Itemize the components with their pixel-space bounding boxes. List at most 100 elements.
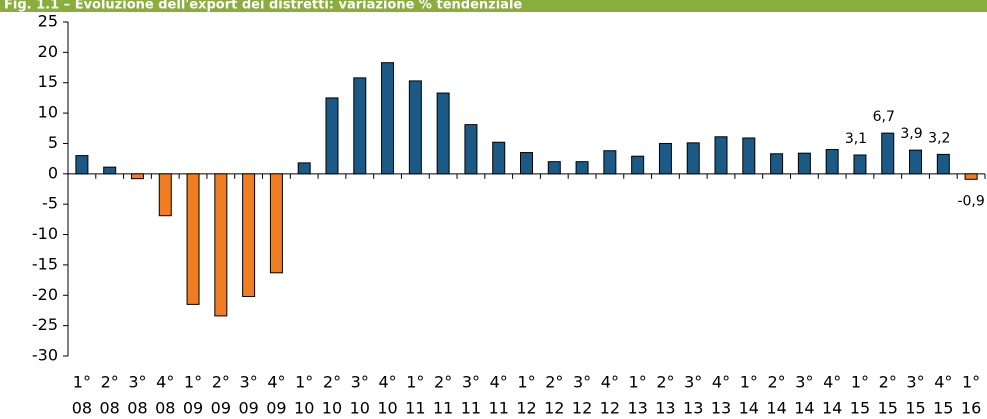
y-tick-label: 0 bbox=[48, 163, 58, 182]
y-tick-label: -30 bbox=[32, 346, 58, 365]
x-tick-label: 09 bbox=[183, 399, 203, 418]
x-tick-label: 15 bbox=[905, 399, 925, 418]
x-tick-label: 14 bbox=[822, 399, 842, 418]
bar bbox=[464, 124, 478, 175]
x-tick-label: 2° bbox=[323, 373, 341, 392]
x-tick-label: 3° bbox=[128, 373, 146, 392]
bar bbox=[797, 152, 811, 175]
x-tick-label: 2° bbox=[767, 373, 785, 392]
value-label: 3,2 bbox=[928, 130, 950, 146]
bar bbox=[242, 173, 256, 297]
bar bbox=[603, 150, 617, 175]
bar bbox=[575, 161, 589, 175]
x-tick-label: 10 bbox=[377, 399, 397, 418]
y-tick-label: -5 bbox=[42, 194, 58, 213]
x-tick-label: 08 bbox=[72, 399, 92, 418]
x-tick-label: 13 bbox=[711, 399, 731, 418]
x-tick-label: 4° bbox=[378, 373, 396, 392]
x-tick-label: 4° bbox=[267, 373, 285, 392]
x-tick-label: 13 bbox=[655, 399, 675, 418]
x-tick-label: 3° bbox=[684, 373, 702, 392]
bar bbox=[492, 141, 506, 175]
chart-title: Fig. 1.1 – Evoluzione dell'export dei di… bbox=[4, 0, 522, 13]
bar bbox=[686, 142, 700, 175]
x-tick-label: 1° bbox=[73, 373, 91, 392]
bar bbox=[631, 155, 645, 175]
bar bbox=[381, 62, 395, 175]
x-tick-label: 09 bbox=[266, 399, 286, 418]
bar bbox=[909, 149, 923, 175]
x-tick-label: 4° bbox=[156, 373, 174, 392]
bar bbox=[130, 173, 144, 180]
title-bar bbox=[0, 0, 987, 12]
x-tick-label: 1° bbox=[851, 373, 869, 392]
x-tick-label: 14 bbox=[766, 399, 786, 418]
x-tick-label: 12 bbox=[516, 399, 536, 418]
x-tick-label: 2° bbox=[434, 373, 452, 392]
x-tick-label: 3° bbox=[240, 373, 258, 392]
y-tick-label: -10 bbox=[32, 224, 58, 243]
x-tick-label: 1° bbox=[962, 373, 980, 392]
bar bbox=[936, 153, 950, 175]
x-tick-label: 4° bbox=[823, 373, 841, 392]
x-tick-label: 1° bbox=[184, 373, 202, 392]
bar bbox=[103, 166, 117, 175]
x-tick-label: 12 bbox=[544, 399, 564, 418]
x-tick-label: 1° bbox=[517, 373, 535, 392]
x-tick-label: 13 bbox=[683, 399, 703, 418]
bar bbox=[742, 137, 756, 175]
x-tick-label: 11 bbox=[405, 399, 425, 418]
y-tick-label: 10 bbox=[38, 103, 58, 122]
x-tick-label: 09 bbox=[238, 399, 258, 418]
y-tick-label: -15 bbox=[32, 254, 58, 273]
x-tick-label: 1° bbox=[740, 373, 758, 392]
y-tick-label: 25 bbox=[38, 12, 58, 31]
x-tick-label: 4° bbox=[934, 373, 952, 392]
bar bbox=[186, 173, 200, 305]
x-tick-label: 08 bbox=[127, 399, 147, 418]
bar bbox=[158, 173, 172, 217]
x-tick-label: 15 bbox=[933, 399, 953, 418]
x-tick-label: 14 bbox=[794, 399, 814, 418]
x-tick-label: 4° bbox=[490, 373, 508, 392]
x-tick-label: 15 bbox=[878, 399, 898, 418]
x-tick-label: 2° bbox=[879, 373, 897, 392]
y-tick-label: -20 bbox=[32, 285, 58, 304]
x-tick-label: 2° bbox=[101, 373, 119, 392]
bar bbox=[269, 173, 283, 274]
x-tick-label: 1° bbox=[406, 373, 424, 392]
value-label: -0,9 bbox=[957, 193, 984, 209]
x-tick-label: 2° bbox=[545, 373, 563, 392]
bar bbox=[297, 162, 311, 175]
x-tick-label: 08 bbox=[100, 399, 120, 418]
x-tick-label: 12 bbox=[572, 399, 592, 418]
bar bbox=[325, 97, 339, 175]
bar bbox=[964, 173, 978, 180]
x-tick-label: 08 bbox=[155, 399, 175, 418]
value-label: 3,1 bbox=[845, 131, 867, 147]
bar bbox=[714, 136, 728, 175]
x-tick-label: 16 bbox=[961, 399, 981, 418]
x-tick-label: 3° bbox=[906, 373, 924, 392]
bar bbox=[520, 152, 533, 175]
bar bbox=[770, 153, 784, 175]
bar bbox=[825, 149, 839, 175]
y-tick-label: -25 bbox=[32, 315, 58, 334]
x-tick-label: 10 bbox=[294, 399, 314, 418]
x-tick-label: 12 bbox=[600, 399, 620, 418]
bar bbox=[881, 132, 895, 175]
x-tick-label: 13 bbox=[627, 399, 647, 418]
x-tick-label: 4° bbox=[712, 373, 730, 392]
bar bbox=[658, 142, 672, 175]
x-tick-label: 10 bbox=[350, 399, 370, 418]
x-tick-label: 3° bbox=[462, 373, 480, 392]
y-tick-label: 5 bbox=[48, 133, 58, 152]
value-label: 3,9 bbox=[900, 126, 922, 142]
y-tick-label: 15 bbox=[38, 72, 58, 91]
x-tick-label: 3° bbox=[351, 373, 369, 392]
x-tick-label: 14 bbox=[739, 399, 759, 418]
x-tick-label: 10 bbox=[322, 399, 342, 418]
x-tick-label: 4° bbox=[601, 373, 619, 392]
bar bbox=[547, 161, 561, 175]
